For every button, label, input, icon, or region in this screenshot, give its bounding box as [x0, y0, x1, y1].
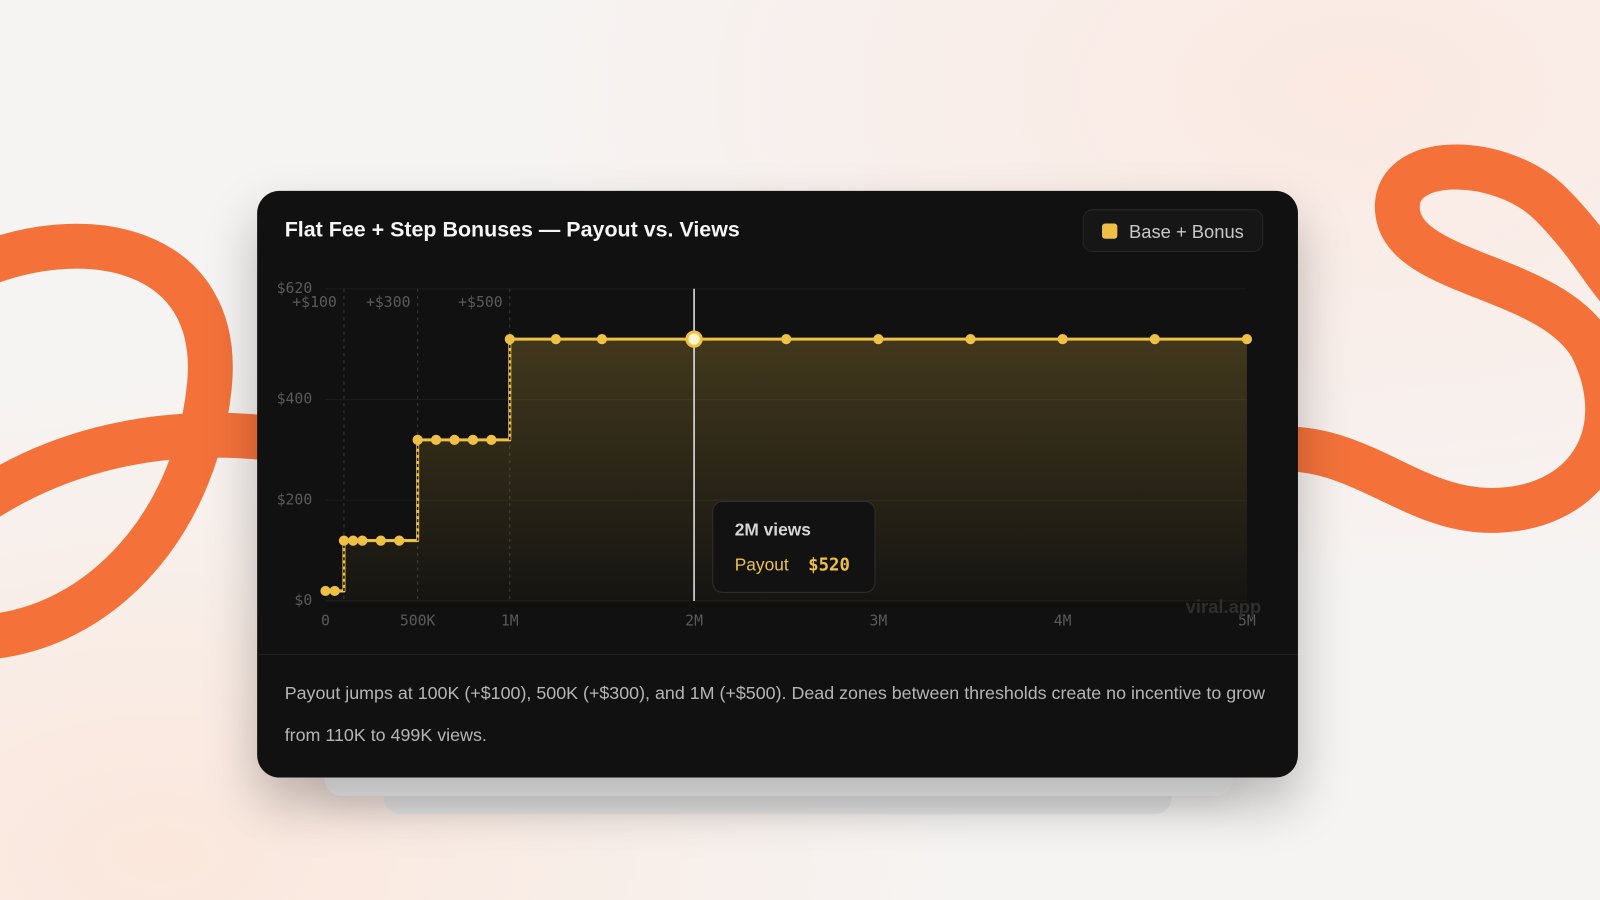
- x-tick-label: 2M: [685, 612, 703, 629]
- legend-label: Base + Bonus: [1128, 221, 1244, 242]
- data-point: [449, 434, 460, 445]
- threshold-label: +$100: [292, 294, 337, 311]
- data-point: [1149, 334, 1160, 345]
- data-point: [357, 535, 368, 546]
- data-point: [338, 535, 350, 546]
- caption: Payout jumps at 100K (+$100), 500K (+$30…: [284, 682, 1265, 745]
- data-point: [430, 434, 442, 445]
- data-point: [348, 535, 359, 546]
- divider: [257, 654, 1298, 656]
- data-point: [781, 334, 792, 345]
- threshold-label: +$500: [458, 294, 503, 311]
- tooltip-value: $520: [808, 555, 850, 576]
- data-point: [1057, 334, 1068, 345]
- data-point: [873, 334, 884, 345]
- data-point: [467, 434, 479, 445]
- data-point: [320, 585, 331, 597]
- hover-point: [685, 330, 703, 348]
- x-tick-label: 3M: [869, 612, 887, 629]
- tooltip: 2M views Payout $520: [712, 501, 876, 593]
- legend: Base + Bonus: [1083, 209, 1264, 253]
- data-point: [596, 334, 608, 345]
- swirl: [0, 412, 298, 517]
- x-tick-label: 500K: [400, 612, 436, 629]
- x-tick-label: 1M: [501, 612, 519, 629]
- swirl: [1263, 144, 1600, 533]
- y-tick-label: $0: [294, 592, 312, 609]
- y-tick-label: $400: [277, 391, 313, 408]
- area: [325, 339, 1247, 602]
- data-point: [550, 334, 561, 345]
- threshold-label: +$300: [366, 294, 411, 311]
- x-tick-label: 5M: [1238, 612, 1256, 629]
- data-point: [1241, 334, 1253, 345]
- tooltip-title: 2M views: [734, 520, 811, 540]
- tooltip-label: Payout: [734, 555, 789, 575]
- watermark: viral.app: [1186, 596, 1262, 617]
- data-point: [504, 334, 515, 345]
- data-point: [412, 434, 423, 445]
- data-point: [394, 535, 405, 546]
- legend-swatch: [1102, 223, 1118, 239]
- chart-title: Flat Fee + Step Bonuses — Payout vs. Vie…: [284, 218, 740, 242]
- data-point: [965, 334, 976, 345]
- data-point: [329, 585, 340, 597]
- data-point: [375, 535, 386, 546]
- y-tick-label: $620: [277, 280, 313, 297]
- x-tick-label: 0: [321, 612, 330, 629]
- swirl: [0, 223, 233, 658]
- y-tick-label: $200: [277, 491, 313, 508]
- x-tick-label: 4M: [1054, 612, 1072, 629]
- data-point: [486, 434, 497, 445]
